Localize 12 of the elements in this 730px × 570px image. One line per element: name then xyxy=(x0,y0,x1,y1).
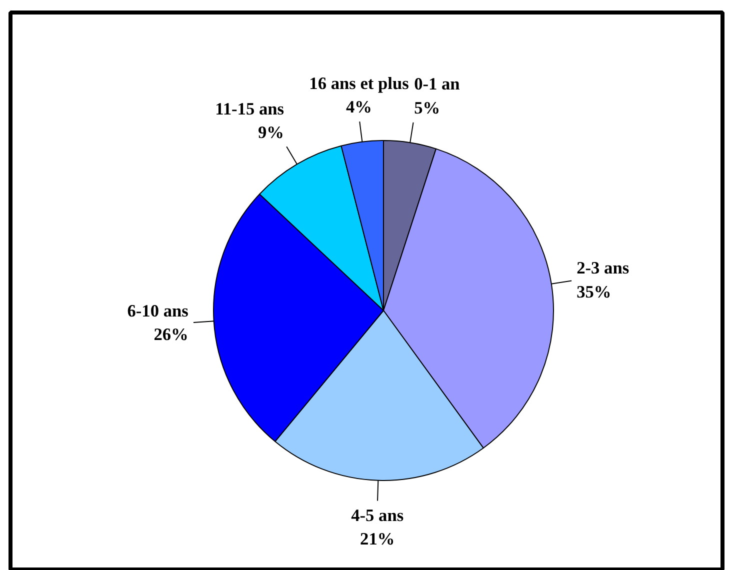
slice-label: 6-10 ans xyxy=(127,301,189,320)
data-label: 26% xyxy=(154,325,188,344)
slice-label: 4-5 ans xyxy=(351,506,404,525)
slice-label: 16 ans et plus xyxy=(309,74,410,93)
data-label: 35% xyxy=(576,282,612,302)
slice-label: 0-1 an xyxy=(414,74,460,94)
data-label: 9% xyxy=(258,123,284,142)
data-label: 5% xyxy=(414,98,440,118)
data-label: 4% xyxy=(346,98,372,117)
data-label: 21% xyxy=(360,530,395,549)
slice-label: 11-15 ans xyxy=(215,99,284,118)
slice-label: 2-3 ans xyxy=(576,258,630,278)
